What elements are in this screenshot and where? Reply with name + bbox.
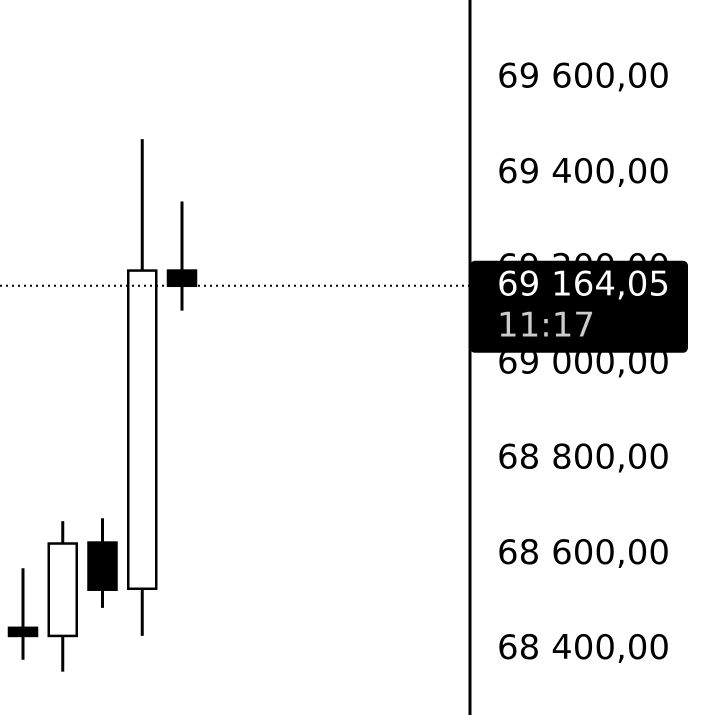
- y-tick-label: 68 600,00: [497, 533, 670, 573]
- candle-body: [166, 269, 198, 288]
- time-label: 11:17: [497, 305, 595, 345]
- candle-body: [127, 269, 158, 591]
- last-price-box: [470, 260, 688, 353]
- candle-body: [47, 542, 78, 638]
- y-tick-label: 69 800,00: [497, 0, 670, 1]
- y-tick-label: 68 800,00: [497, 438, 670, 478]
- last-price-label: 69 164,05: [497, 264, 670, 304]
- y-tick-label: 69 400,00: [497, 152, 670, 192]
- y-tick-label: 68 400,00: [497, 628, 670, 668]
- y-tick-label: 69 600,00: [497, 57, 670, 97]
- candle-body: [87, 541, 118, 591]
- candle-body: [7, 626, 39, 638]
